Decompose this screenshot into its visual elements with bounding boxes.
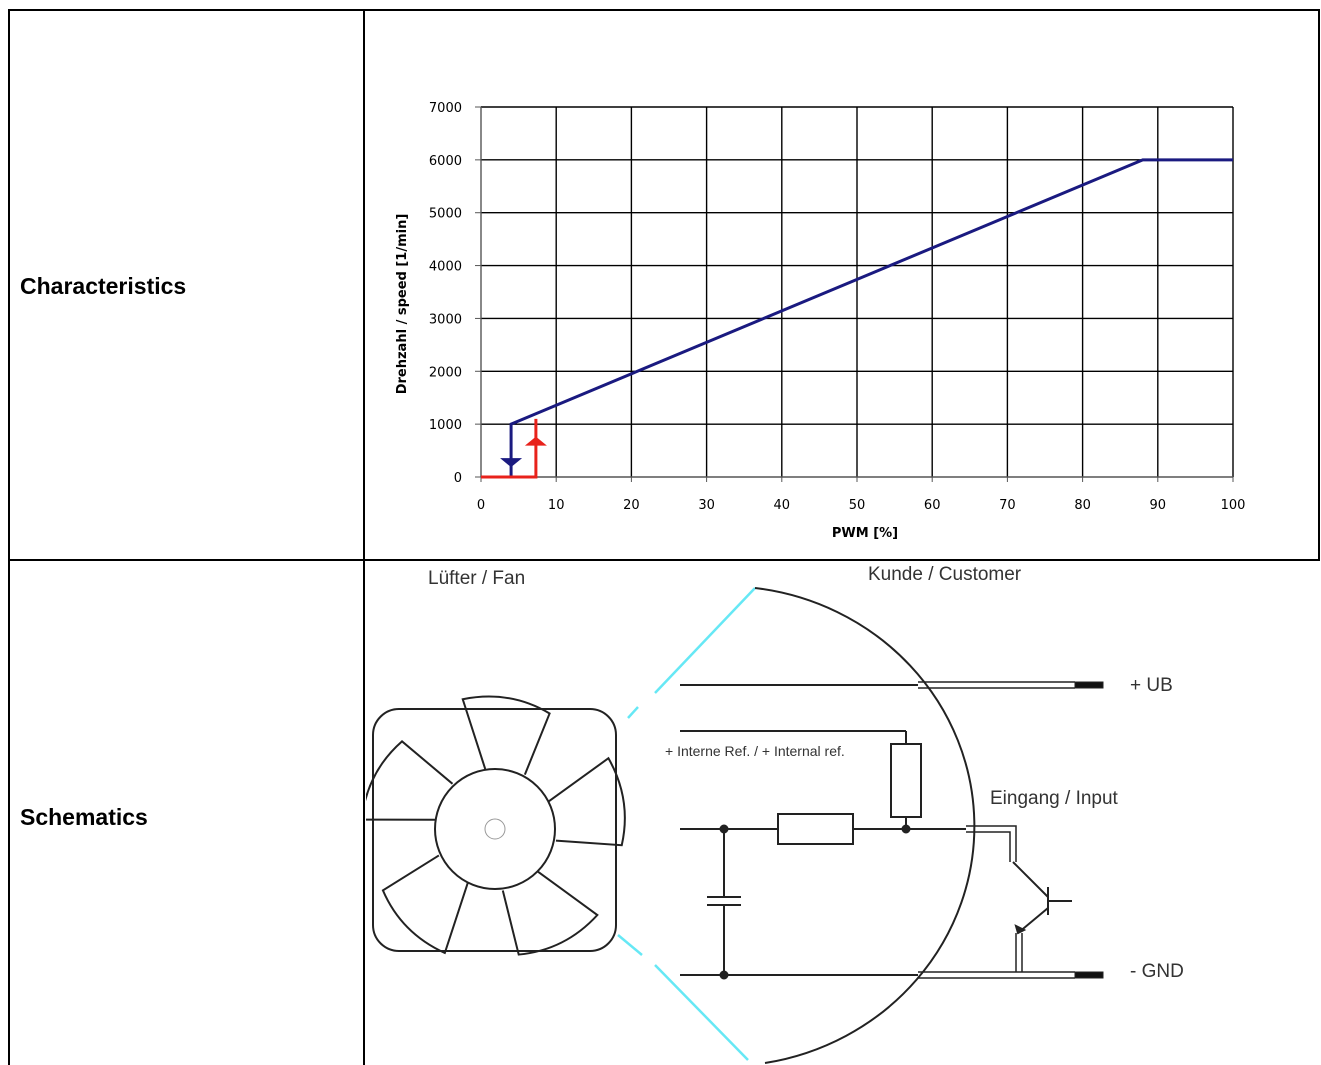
y-tick-label: 4000 [429, 260, 462, 275]
ub-wire [680, 681, 1104, 689]
fan-blade [381, 854, 469, 955]
x-tick-label: 20 [623, 498, 640, 513]
x-tick-label: 40 [774, 498, 791, 513]
x-tick-label: 50 [849, 498, 866, 513]
x-tick-label: 60 [924, 498, 941, 513]
fan-label: Lüfter / Fan [428, 568, 525, 589]
x-axis-label: PWM [%] [832, 526, 898, 541]
x-tick-label: 90 [1150, 498, 1167, 513]
y-tick-label: 7000 [429, 101, 462, 116]
fan-blade [366, 740, 454, 821]
x-tick-label: 80 [1074, 498, 1091, 513]
table-border-right [1318, 9, 1320, 561]
customer-boundary-arc [754, 587, 976, 1064]
y-tick-label: 3000 [429, 312, 462, 327]
characteristics-label: Characteristics [20, 273, 187, 299]
speed-pwm-chart: 0 10 20 30 40 50 60 70 80 90 100010002000300040005… [395, 101, 1246, 541]
y-axis-label: Drehzahl / speed [1/min] [395, 214, 410, 395]
x-tick-label: 0 [477, 498, 485, 513]
fan-blade [548, 756, 626, 847]
internal-ref-wire [680, 730, 922, 829]
zoom-lines [617, 587, 756, 1061]
table-row-divider [8, 559, 1320, 561]
customer-label: Kunde / Customer [868, 564, 1022, 585]
hysteresis-arrow-down [500, 458, 523, 468]
table-border-left [8, 9, 10, 1065]
input-label: Eingang / Input [990, 788, 1119, 809]
gnd-label: - GND [1130, 961, 1184, 982]
connection-schematic: Lüfter / Fan Kunde / Customer + UB + Int… [366, 564, 1184, 1064]
series-line-1 [481, 418, 538, 479]
internal-ref-label: + Interne Ref. / + Internal ref. [665, 743, 845, 759]
fan-blade [461, 695, 551, 776]
fan-blade [501, 870, 599, 956]
y-tick-label: 6000 [429, 154, 462, 169]
y-tick-label: 1000 [429, 418, 462, 433]
table-column-divider [363, 9, 365, 1065]
capacitor [707, 829, 741, 980]
series-line-0 [509, 158, 1233, 477]
y-tick-label: 5000 [429, 207, 462, 222]
y-tick-label: 2000 [429, 365, 462, 380]
table-border-top [8, 9, 1320, 11]
x-tick-label: 70 [999, 498, 1016, 513]
input-wire [680, 813, 1072, 972]
x-tick-label: 30 [698, 498, 715, 513]
hysteresis-arrow-up [524, 436, 547, 446]
fan-icon [366, 695, 626, 956]
x-tick-label: 10 [548, 498, 565, 513]
gnd-wire [680, 971, 1104, 979]
x-tick-label: 100 [1221, 498, 1246, 513]
y-tick-label: 0 [454, 471, 462, 486]
ub-label: + UB [1130, 675, 1173, 696]
schematics-label: Schematics [20, 804, 148, 830]
